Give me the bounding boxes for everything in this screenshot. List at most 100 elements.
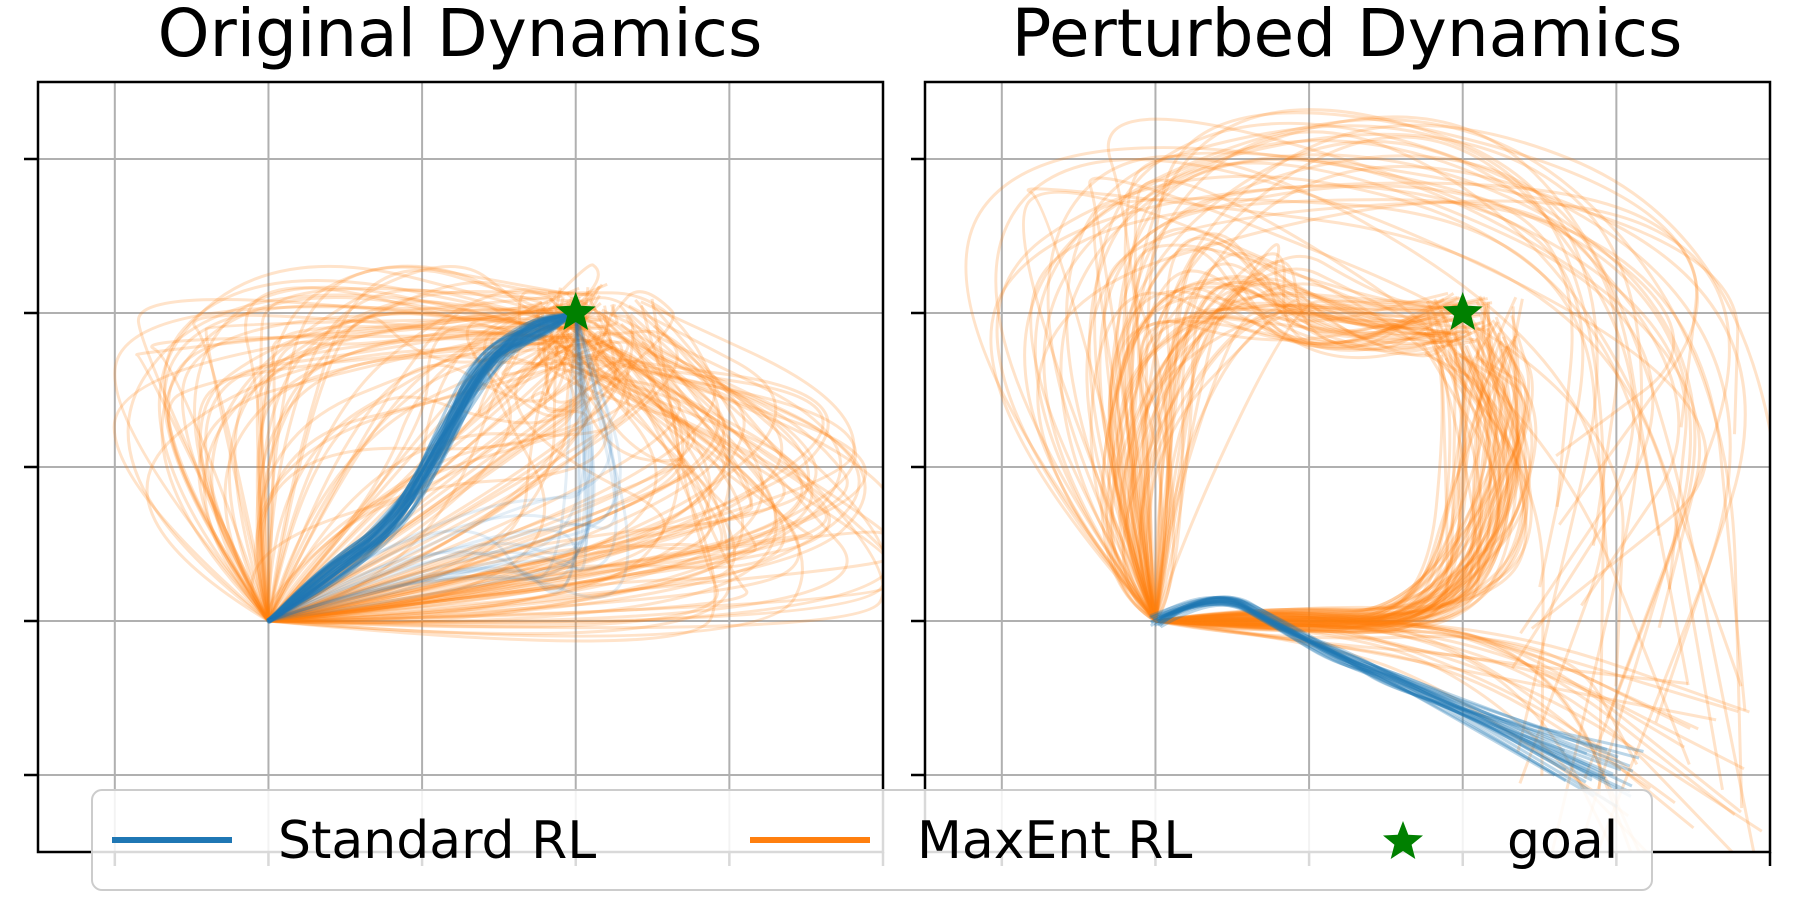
trajectory-maxent	[268, 309, 784, 623]
trajectory-standard	[268, 310, 576, 621]
trajectory-maxent	[1155, 310, 1519, 623]
trajectory-maxent	[193, 285, 551, 622]
trajectory-maxent	[964, 146, 1693, 833]
trajectory-maxent	[267, 371, 786, 623]
trajectory-maxent	[267, 316, 584, 623]
trajectory-maxent	[1155, 310, 1444, 626]
trajectory-maxent	[1155, 301, 1491, 623]
trajectory-maxent	[267, 326, 630, 623]
trajectory-maxent	[1109, 232, 1454, 622]
trajectory-maxent	[1144, 111, 1699, 622]
trajectory-maxent	[267, 283, 604, 623]
trajectory-maxent	[1141, 123, 1770, 622]
trajectory-maxent	[1155, 304, 1458, 627]
trajectory-maxent	[268, 341, 883, 623]
trajectory-maxent	[1155, 618, 1750, 714]
trajectory-maxent	[1143, 267, 1437, 622]
trajectory-standard	[1159, 596, 1604, 776]
trajectory-maxent	[198, 294, 563, 622]
trajectory-maxent	[1154, 283, 1467, 622]
trajectory-standard	[1149, 595, 1614, 776]
trajectory-maxent	[1155, 306, 1519, 634]
trajectory-maxent	[267, 332, 575, 622]
trajectory-maxent	[136, 298, 553, 622]
trajectory-maxent	[1155, 357, 1524, 623]
trajectory-maxent	[1033, 118, 1744, 809]
trajectory-standard	[268, 312, 580, 623]
trajectory-maxent	[1155, 619, 1745, 771]
trajectory-standard	[1149, 596, 1640, 760]
trajectory-maxent	[1123, 151, 1740, 622]
trajectory-standard	[266, 310, 577, 622]
trajectory-standard	[268, 312, 630, 623]
trajectory-maxent	[268, 308, 843, 623]
trajectory-maxent	[1089, 291, 1444, 622]
trajectory-standard	[268, 312, 577, 623]
trajectory-maxent	[1046, 154, 1607, 784]
trajectory-maxent	[145, 339, 576, 623]
trajectory-maxent	[1155, 343, 1500, 625]
trajectory-maxent	[223, 337, 586, 622]
trajectory-maxent	[166, 340, 555, 622]
trajectory-maxent	[267, 309, 550, 623]
trajectory-standard	[267, 312, 578, 623]
trajectory-maxent	[1155, 340, 1528, 631]
trajectory-standard	[268, 312, 577, 623]
trajectory-maxent	[268, 306, 695, 623]
trajectory-maxent	[1155, 619, 1699, 731]
trajectory-standard	[266, 309, 576, 623]
trajectory-maxent	[268, 349, 757, 623]
trajectory-maxent	[202, 280, 557, 622]
trajectory-maxent	[267, 335, 630, 622]
trajectory-maxent	[1107, 289, 1465, 622]
trajectory-maxent	[160, 295, 569, 623]
trajectory-maxent	[268, 336, 813, 623]
trajectory-maxent	[267, 328, 608, 622]
trajectory-maxent	[268, 323, 849, 624]
trajectory-maxent	[1154, 299, 1468, 622]
trajectory-maxent	[1154, 281, 1477, 622]
trajectory-maxent	[1155, 300, 1521, 623]
trajectory-standard	[1150, 598, 1631, 768]
trajectory-maxent	[1130, 308, 1486, 622]
trajectory-maxent	[1088, 176, 1625, 687]
trajectory-maxent	[1132, 243, 1489, 622]
trajectory-maxent	[1155, 351, 1510, 628]
trajectory-maxent	[268, 308, 778, 624]
trajectory-maxent	[255, 333, 592, 622]
trajectory-maxent	[1155, 318, 1484, 629]
trajectory-maxent	[1155, 327, 1498, 624]
trajectory-maxent	[1155, 316, 1517, 623]
trajectory-standard	[267, 313, 577, 623]
trajectory-standard	[267, 312, 582, 623]
trajectory-maxent	[267, 346, 632, 622]
trajectory-maxent	[1155, 354, 1449, 626]
trajectory-maxent	[268, 356, 727, 623]
trajectory-standard	[267, 312, 594, 623]
trajectory-standard	[266, 313, 578, 622]
trajectory-standard	[269, 313, 575, 622]
trajectory-maxent	[1110, 291, 1458, 623]
trajectory-maxent	[268, 303, 685, 623]
trajectory-maxent	[268, 352, 830, 623]
trajectory-maxent	[267, 286, 580, 623]
trajectory-maxent	[267, 313, 635, 623]
trajectory-maxent	[1141, 272, 1436, 622]
trajectory-maxent	[268, 304, 731, 623]
trajectory-standard	[1160, 600, 1631, 794]
trajectory-maxent	[1155, 339, 1516, 632]
trajectory-maxent	[267, 338, 686, 623]
trajectory-maxent	[1148, 280, 1453, 622]
legend-goal-star-icon	[1383, 821, 1423, 859]
trajectory-maxent	[268, 296, 581, 623]
trajectory-standard	[268, 312, 576, 621]
trajectory-maxent	[233, 325, 603, 622]
trajectory-maxent	[1065, 124, 1606, 795]
trajectory-maxent	[268, 351, 867, 623]
trajectory-maxent	[1155, 343, 1501, 623]
trajectory-maxent	[1155, 352, 1493, 623]
trajectory-maxent	[250, 285, 601, 623]
trajectory-maxent	[1155, 327, 1452, 623]
trajectory-maxent	[268, 308, 583, 623]
trajectory-maxent	[1107, 295, 1473, 622]
